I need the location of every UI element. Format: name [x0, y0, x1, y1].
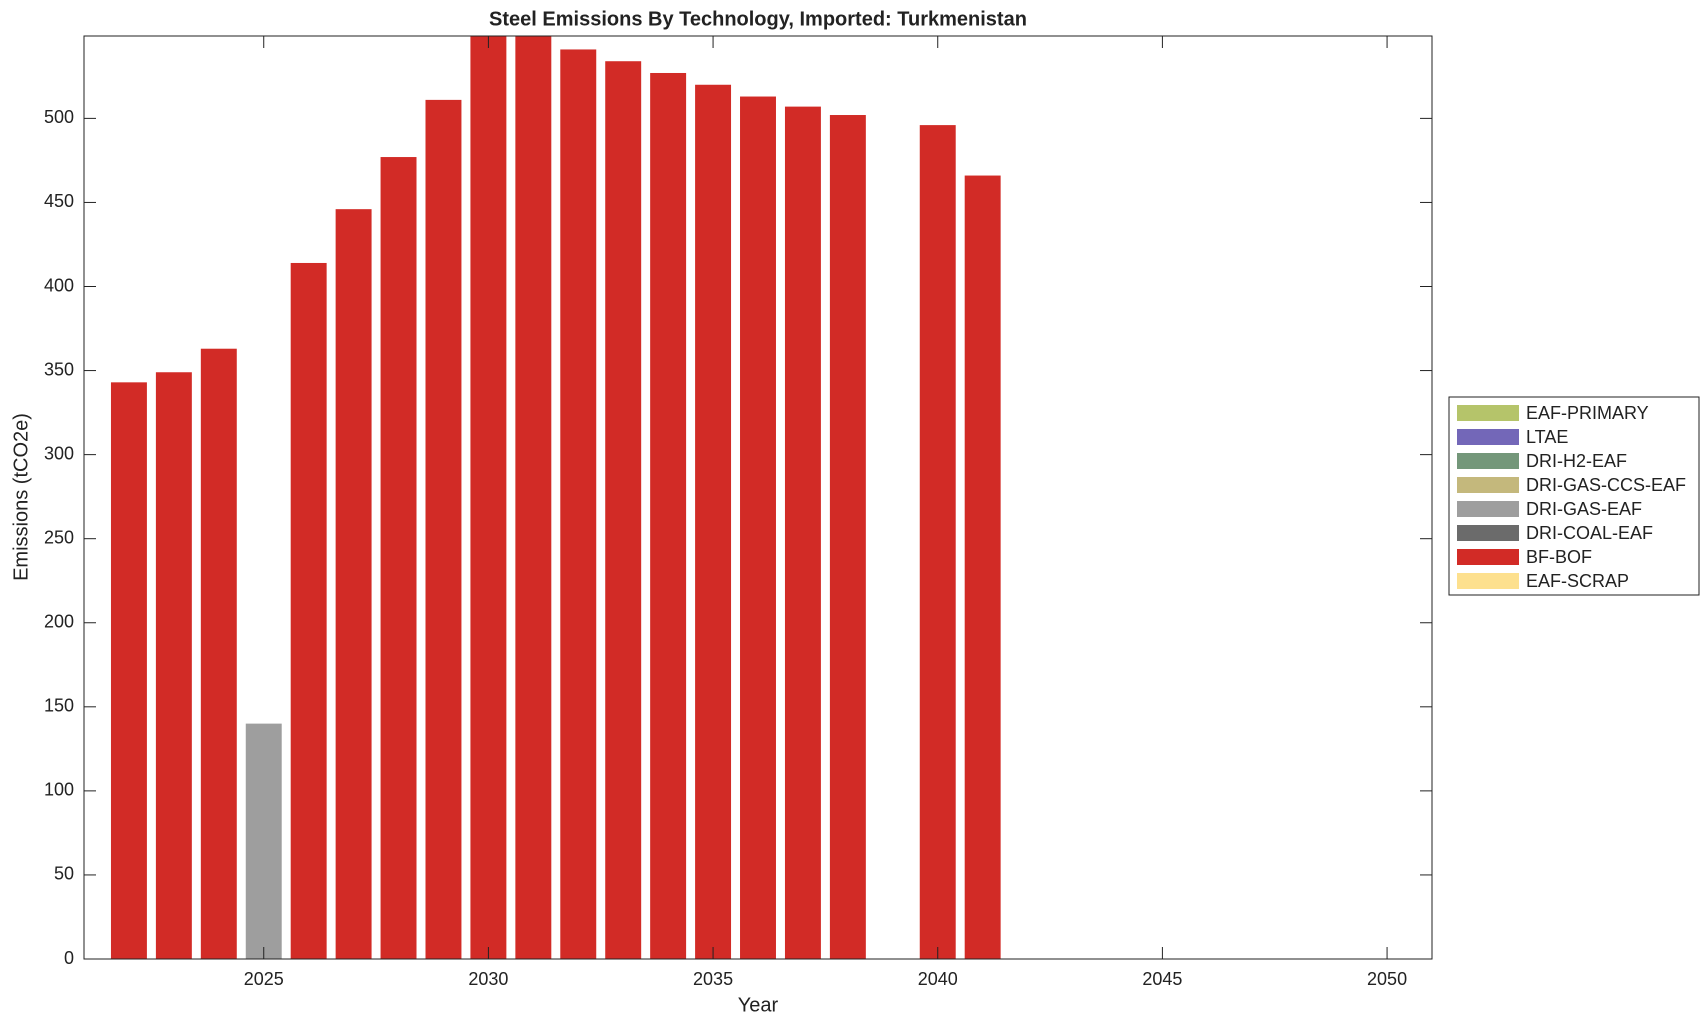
legend-label: DRI-GAS-CCS-EAF	[1526, 475, 1686, 495]
legend-swatch	[1457, 573, 1519, 589]
legend-label: BF-BOF	[1526, 547, 1592, 567]
bar	[560, 49, 597, 959]
x-tick-label: 2050	[1367, 969, 1407, 989]
bar	[245, 723, 282, 959]
bar	[110, 382, 147, 959]
y-tick-label: 300	[44, 443, 74, 463]
legend-label: EAF-SCRAP	[1526, 571, 1629, 591]
bar	[425, 99, 462, 959]
bar	[380, 157, 417, 959]
legend-swatch	[1457, 405, 1519, 421]
legend-swatch	[1457, 525, 1519, 541]
x-tick-label: 2030	[468, 969, 508, 989]
legend-swatch	[1457, 501, 1519, 517]
x-tick-label: 2040	[918, 969, 958, 989]
y-axis-label: Emissions (tCO2e)	[10, 413, 32, 581]
bar	[740, 96, 776, 959]
legend-swatch	[1457, 549, 1519, 565]
x-axis-label: Year	[738, 994, 779, 1016]
legend-label: EAF-PRIMARY	[1526, 403, 1649, 423]
plot-frame	[83, 35, 1433, 960]
y-tick-label: 350	[44, 359, 74, 379]
bar	[784, 106, 821, 959]
x-tick-label: 2045	[1142, 969, 1182, 989]
y-tick-label: 250	[44, 527, 74, 547]
bar	[515, 36, 552, 959]
bar	[200, 348, 237, 959]
legend-swatch	[1457, 453, 1519, 469]
legend-swatch	[1457, 429, 1519, 445]
legend-label: DRI-H2-EAF	[1526, 451, 1627, 471]
bar	[829, 115, 866, 959]
legend-label: DRI-GAS-EAF	[1526, 499, 1642, 519]
bar	[335, 209, 372, 959]
bars	[110, 36, 1001, 959]
legend-label: DRI-COAL-EAF	[1526, 523, 1653, 543]
y-tick-label: 150	[44, 696, 74, 716]
bar	[919, 125, 956, 959]
y-tick-label: 200	[44, 612, 74, 632]
bar	[605, 61, 642, 959]
y-tick-label: 450	[44, 191, 74, 211]
bar	[964, 175, 1001, 959]
y-tick-label: 100	[44, 780, 74, 800]
y-tick-label: 0	[64, 948, 74, 968]
y-tick-label: 400	[44, 275, 74, 295]
y-tick-label: 50	[54, 864, 74, 884]
chart-title: Steel Emissions By Technology, Imported:…	[489, 8, 1027, 30]
bar	[470, 36, 507, 959]
legend-label: LTAE	[1526, 427, 1568, 447]
legend-swatch	[1457, 477, 1519, 493]
x-tick-label: 2025	[244, 969, 284, 989]
bar	[290, 262, 327, 959]
bar	[650, 72, 687, 959]
bar	[155, 372, 192, 959]
bar	[695, 84, 732, 959]
x-tick-label: 2035	[693, 969, 733, 989]
y-tick-label: 500	[44, 107, 74, 127]
